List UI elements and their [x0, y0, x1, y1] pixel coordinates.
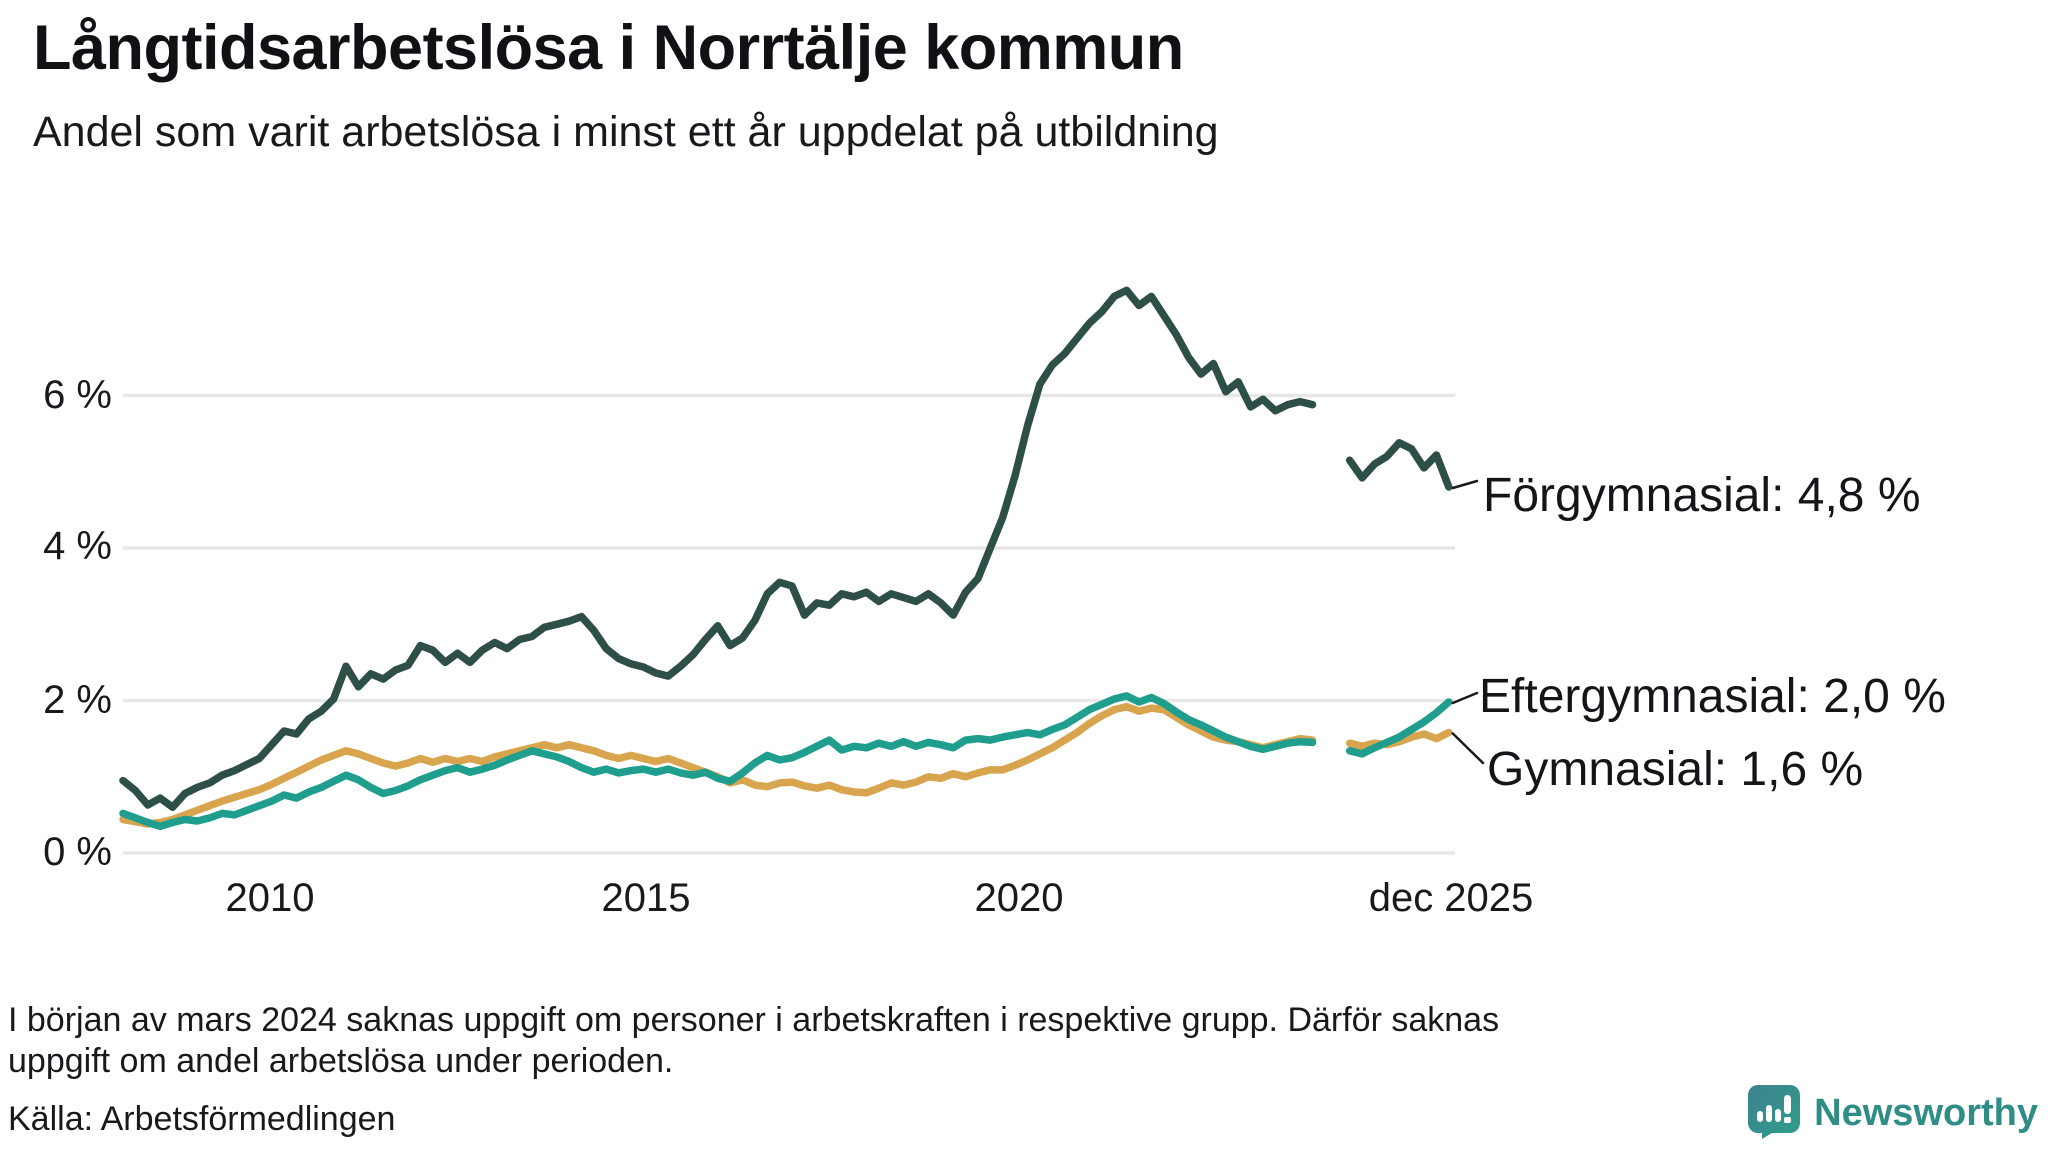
y-tick-0: 0 %	[43, 830, 112, 874]
page-title: Långtidsarbetslösa i Norrtälje kommun	[33, 13, 1184, 83]
x-tick-2020: 2020	[974, 876, 1064, 920]
page-subtitle: Andel som varit arbetslösa i minst ett å…	[33, 108, 1219, 156]
series-label-forgymnasial: Förgymnasial: 4,8 %	[1483, 469, 1921, 522]
newsworthy-wordmark: Newsworthy	[1814, 1092, 2038, 1134]
y-tick-4: 4 %	[43, 524, 112, 568]
newsworthy-bubble-icon	[1746, 1083, 1802, 1144]
series-label-gymnasial: Gymnasial: 1,6 %	[1487, 743, 1864, 796]
newsworthy-logo: Newsworthy	[1746, 1083, 2038, 1144]
y-tick-6: 6 %	[43, 373, 112, 417]
x-tick-dec-2025: dec 2025	[1368, 876, 1534, 920]
footnote: I början av mars 2024 saknas uppgift om …	[8, 1000, 1548, 1083]
x-tick-2015: 2015	[601, 876, 691, 920]
x-tick-2010: 2010	[225, 876, 315, 920]
source-line: Källa: Arbetsförmedlingen	[8, 1100, 396, 1138]
series-label-eftergymnasial: Eftergymnasial: 2,0 %	[1479, 670, 1946, 723]
footnote-line2: andel arbetslösa under perioden.	[176, 1042, 674, 1081]
y-tick-2: 2 %	[43, 678, 112, 722]
footnote-line1: I början av mars 2024 saknas uppgift om …	[8, 1001, 1500, 1081]
